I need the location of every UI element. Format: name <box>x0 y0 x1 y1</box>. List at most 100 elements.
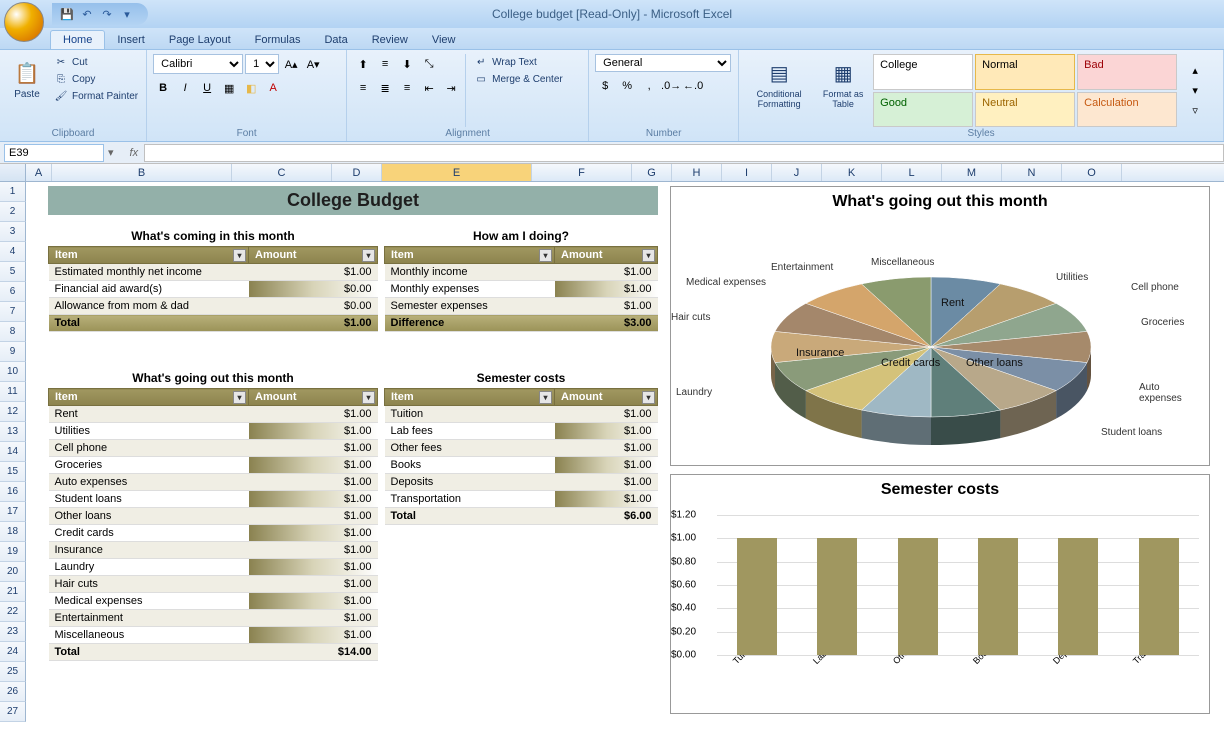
undo-icon[interactable]: ↶ <box>80 7 94 21</box>
row-header-21[interactable]: 21 <box>0 582 26 602</box>
col-header-K[interactable]: K <box>822 164 882 181</box>
total-cell[interactable]: Total <box>49 644 249 661</box>
row-header-6[interactable]: 6 <box>0 282 26 302</box>
table-cell[interactable]: Monthly expenses <box>385 281 555 298</box>
filter-icon[interactable]: ▾ <box>362 391 375 404</box>
fx-icon[interactable]: fx <box>130 147 139 159</box>
table-header[interactable]: Amount▾ <box>555 389 658 406</box>
row-header-20[interactable]: 20 <box>0 562 26 582</box>
col-header-C[interactable]: C <box>232 164 332 181</box>
align-right-icon[interactable]: ≡ <box>397 78 417 98</box>
namebox-dropdown-icon[interactable]: ▾ <box>108 146 114 159</box>
row-header-26[interactable]: 26 <box>0 682 26 702</box>
style-cell-normal[interactable]: Normal <box>975 54 1075 90</box>
table-cell[interactable]: $1.00 <box>249 610 378 627</box>
cut-button[interactable]: ✂Cut <box>52 54 140 70</box>
total-cell[interactable]: $3.00 <box>555 315 658 332</box>
table-header[interactable]: Amount▾ <box>249 247 378 264</box>
table-cell[interactable]: $1.00 <box>249 423 378 440</box>
increase-font-icon[interactable]: A▴ <box>281 54 301 74</box>
fill-color-icon[interactable]: ◧ <box>241 78 261 98</box>
table-cell[interactable]: $1.00 <box>249 627 378 644</box>
copy-button[interactable]: ⎘Copy <box>52 71 140 87</box>
table-header[interactable]: Item▾ <box>385 389 555 406</box>
row-header-16[interactable]: 16 <box>0 482 26 502</box>
table-cell[interactable]: $0.00 <box>249 281 378 298</box>
table-cell[interactable]: Deposits <box>385 474 555 491</box>
style-cell-good[interactable]: Good <box>873 92 973 128</box>
table-cell[interactable]: Insurance <box>49 542 249 559</box>
table-cell[interactable]: Rent <box>49 406 249 423</box>
style-cell-college[interactable]: College <box>873 54 973 90</box>
tab-formulas[interactable]: Formulas <box>243 31 313 49</box>
table-header[interactable]: Item▾ <box>385 247 555 264</box>
table-header[interactable]: Item▾ <box>49 389 249 406</box>
tab-review[interactable]: Review <box>360 31 420 49</box>
row-header-24[interactable]: 24 <box>0 642 26 662</box>
table-header[interactable]: Item▾ <box>49 247 249 264</box>
row-header-13[interactable]: 13 <box>0 422 26 442</box>
filter-icon[interactable]: ▾ <box>362 249 375 262</box>
col-header-A[interactable]: A <box>26 164 52 181</box>
table-cell[interactable]: Allowance from mom & dad <box>49 298 249 315</box>
font-size-select[interactable]: 11 <box>245 54 279 74</box>
table-cell[interactable]: Financial aid award(s) <box>49 281 249 298</box>
total-cell[interactable]: Total <box>49 315 249 332</box>
bold-icon[interactable]: B <box>153 78 173 98</box>
table-cell[interactable]: $1.00 <box>249 264 378 281</box>
table-cell[interactable]: Laundry <box>49 559 249 576</box>
total-cell[interactable]: Difference <box>385 315 555 332</box>
table-cell[interactable]: $1.00 <box>249 559 378 576</box>
merge-center-button[interactable]: ▭Merge & Center <box>472 71 565 87</box>
table-cell[interactable]: Credit cards <box>49 525 249 542</box>
table-cell[interactable]: Estimated monthly net income <box>49 264 249 281</box>
col-header-I[interactable]: I <box>722 164 772 181</box>
bar-chart[interactable]: Semester costs $0.00$0.20$0.40$0.60$0.80… <box>670 474 1210 714</box>
col-header-N[interactable]: N <box>1002 164 1062 181</box>
table-cell[interactable]: Transportation <box>385 491 555 508</box>
styles-scroll-up-icon[interactable]: ▴ <box>1185 61 1205 81</box>
filter-icon[interactable]: ▾ <box>539 391 552 404</box>
col-header-L[interactable]: L <box>882 164 942 181</box>
currency-icon[interactable]: $ <box>595 76 615 96</box>
table-cell[interactable]: $1.00 <box>249 525 378 542</box>
table-cell[interactable]: Tuition <box>385 406 555 423</box>
pie-chart[interactable]: What's going out this month Medical expe… <box>670 186 1210 466</box>
row-header-14[interactable]: 14 <box>0 442 26 462</box>
table-cell[interactable]: $0.00 <box>249 298 378 315</box>
decrease-indent-icon[interactable]: ⇤ <box>419 78 439 98</box>
border-icon[interactable]: ▦ <box>219 78 239 98</box>
table-cell[interactable]: Cell phone <box>49 440 249 457</box>
filter-icon[interactable]: ▾ <box>539 249 552 262</box>
table-cell[interactable]: $1.00 <box>249 440 378 457</box>
align-bottom-icon[interactable]: ⬇ <box>397 54 417 74</box>
table-cell[interactable]: Semester expenses <box>385 298 555 315</box>
align-top-icon[interactable]: ⬆ <box>353 54 373 74</box>
table-cell[interactable]: Other loans <box>49 508 249 525</box>
row-header-7[interactable]: 7 <box>0 302 26 322</box>
row-header-4[interactable]: 4 <box>0 242 26 262</box>
row-header-8[interactable]: 8 <box>0 322 26 342</box>
table-cell[interactable]: $1.00 <box>249 542 378 559</box>
orientation-icon[interactable]: ⤡ <box>419 54 439 74</box>
total-cell[interactable]: $6.00 <box>555 508 658 525</box>
table-cell[interactable]: $1.00 <box>555 423 658 440</box>
tab-data[interactable]: Data <box>312 31 359 49</box>
table-cell[interactable]: $1.00 <box>249 457 378 474</box>
style-cell-bad[interactable]: Bad <box>1077 54 1177 90</box>
table-cell[interactable]: Hair cuts <box>49 576 249 593</box>
row-header-22[interactable]: 22 <box>0 602 26 622</box>
table-cell[interactable]: Groceries <box>49 457 249 474</box>
table-cell[interactable]: $1.00 <box>249 474 378 491</box>
style-cell-neutral[interactable]: Neutral <box>975 92 1075 128</box>
tab-page-layout[interactable]: Page Layout <box>157 31 243 49</box>
table-cell[interactable]: Monthly income <box>385 264 555 281</box>
font-name-select[interactable]: Calibri <box>153 54 243 74</box>
row-header-27[interactable]: 27 <box>0 702 26 722</box>
underline-icon[interactable]: U <box>197 78 217 98</box>
align-middle-icon[interactable]: ≡ <box>375 54 395 74</box>
comma-icon[interactable]: , <box>639 76 659 96</box>
align-center-icon[interactable]: ≣ <box>375 78 395 98</box>
format-as-table-button[interactable]: ▦ Format as Table <box>817 54 869 127</box>
table-cell[interactable]: Medical expenses <box>49 593 249 610</box>
